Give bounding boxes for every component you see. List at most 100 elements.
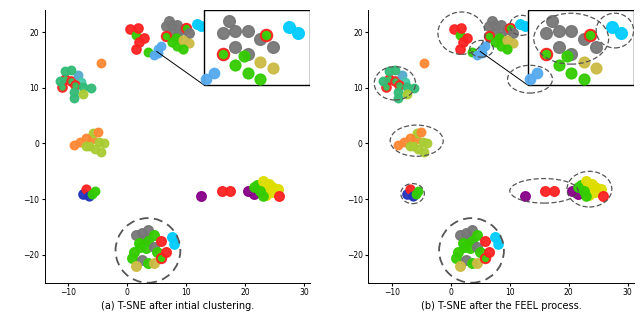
Point — [413, 147, 424, 152]
Point — [218, 30, 228, 35]
Point — [462, 35, 472, 40]
Point — [178, 46, 188, 51]
Point — [461, 230, 471, 235]
Point — [581, 194, 591, 199]
Point — [172, 23, 182, 28]
Point — [508, 41, 518, 46]
Point — [66, 67, 76, 72]
Point — [94, 140, 104, 145]
Point — [148, 233, 159, 238]
Point — [582, 184, 593, 189]
Point — [410, 136, 420, 142]
Point — [131, 46, 141, 51]
Point — [584, 192, 595, 197]
Point — [225, 188, 236, 193]
Point — [143, 261, 153, 266]
Point — [573, 191, 583, 196]
Point — [520, 24, 530, 29]
Point — [404, 144, 415, 149]
Point — [496, 34, 506, 39]
Point — [255, 36, 265, 41]
Point — [224, 19, 234, 24]
Point — [476, 46, 486, 51]
Point — [134, 39, 144, 45]
Point — [566, 28, 576, 33]
Point — [393, 90, 403, 95]
Point — [243, 51, 253, 56]
Point — [484, 250, 494, 255]
Point — [95, 149, 106, 154]
Point — [258, 179, 268, 184]
Point — [161, 24, 171, 29]
Point — [480, 238, 490, 243]
Point — [163, 18, 173, 23]
Point — [60, 69, 70, 74]
Point — [84, 194, 94, 199]
Point — [81, 135, 91, 140]
Point — [135, 244, 145, 249]
Point — [255, 77, 265, 82]
Point — [261, 32, 271, 38]
Point — [401, 92, 412, 97]
Point — [458, 240, 468, 245]
Point — [125, 27, 136, 32]
Point — [166, 31, 177, 36]
Point — [66, 78, 76, 84]
Point — [465, 246, 475, 251]
Point — [378, 78, 388, 84]
Point — [384, 69, 394, 74]
Point — [410, 191, 420, 196]
Point — [596, 187, 606, 192]
Point — [143, 49, 153, 54]
Point — [58, 84, 68, 89]
Point — [484, 34, 494, 39]
Point — [505, 25, 515, 30]
Point — [196, 24, 206, 29]
Point — [590, 184, 600, 189]
Point — [490, 23, 500, 28]
Point — [454, 233, 465, 238]
Point — [131, 233, 141, 238]
Point — [476, 250, 486, 255]
Point — [243, 28, 253, 33]
Point — [143, 238, 153, 243]
Point — [81, 187, 91, 192]
Point — [209, 71, 219, 76]
Point — [547, 19, 557, 24]
Point — [607, 24, 618, 30]
Point — [449, 27, 459, 32]
Point — [192, 21, 202, 26]
Point — [394, 82, 404, 87]
Point — [153, 51, 163, 56]
Point — [268, 65, 278, 70]
Point — [184, 41, 195, 46]
Point — [284, 24, 294, 30]
Point — [84, 144, 94, 149]
Point — [494, 35, 504, 40]
Point — [413, 188, 424, 193]
Point — [393, 95, 403, 100]
Point — [86, 85, 96, 90]
Point — [166, 234, 177, 240]
Point — [459, 244, 469, 249]
Point — [575, 183, 586, 188]
Point — [451, 255, 461, 260]
Point — [166, 39, 177, 45]
Point — [409, 85, 419, 90]
Point — [532, 71, 543, 76]
Point — [585, 32, 595, 38]
Point — [70, 82, 81, 87]
Point — [496, 23, 506, 28]
X-axis label: (a) T-SNE after intial clustering.: (a) T-SNE after intial clustering. — [100, 302, 254, 311]
Point — [384, 77, 394, 82]
Point — [525, 77, 535, 82]
Point — [563, 53, 573, 58]
Point — [579, 36, 589, 41]
Point — [87, 191, 97, 196]
Point — [172, 34, 182, 39]
Point — [249, 184, 259, 189]
Point — [216, 188, 227, 193]
Point — [484, 24, 494, 29]
Point — [454, 46, 465, 51]
Point — [397, 73, 407, 78]
